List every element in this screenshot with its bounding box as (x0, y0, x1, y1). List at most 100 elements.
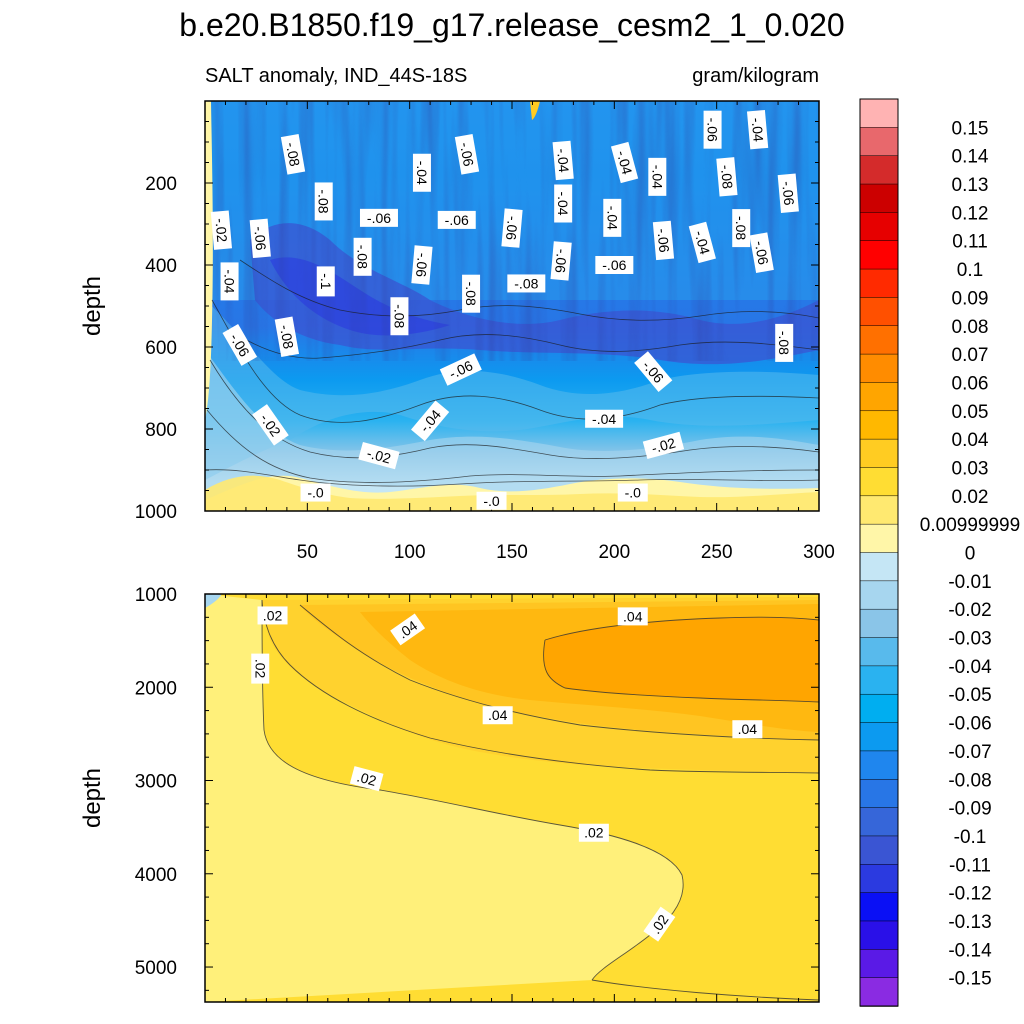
colorbar-swatch (859, 410, 899, 440)
contour-label: .02 (349, 766, 384, 792)
y-tick-label: 4000 (135, 865, 177, 886)
colorbar-swatch (859, 297, 899, 327)
colorbar-label: 0.12 (952, 203, 989, 224)
svg-text:-.08: -.08 (514, 275, 538, 291)
svg-text:-.0: -.0 (307, 485, 324, 501)
colorbar-label: 0.13 (952, 175, 989, 196)
contour-label: -.08 (274, 316, 300, 358)
y-tick-label: 5000 (135, 958, 177, 979)
svg-text:-.08: -.08 (733, 216, 749, 240)
colorbar-label: -0.1 (954, 827, 987, 848)
svg-text:-.04: -.04 (554, 148, 572, 174)
x-tick-label: 200 (598, 542, 630, 563)
svg-text:-.08: -.08 (277, 323, 297, 350)
colorbar-swatch (859, 949, 899, 979)
svg-text:-.02: -.02 (212, 217, 230, 243)
svg-text:-.06: -.06 (413, 252, 431, 278)
contour-label: -.06 (652, 220, 675, 261)
svg-text:-.08: -.08 (391, 304, 407, 328)
svg-text:.04: .04 (738, 721, 758, 737)
colorbar-swatch (859, 438, 899, 469)
contour-label: -.06 (439, 353, 482, 386)
colorbar-label: -0.11 (949, 855, 991, 876)
contour-label: -.04 (220, 262, 239, 301)
colorbar-label: -0.12 (948, 884, 991, 905)
x-tick-label: 250 (701, 542, 733, 563)
svg-text:-.06: -.06 (552, 248, 570, 274)
colorbar-swatch (859, 608, 899, 639)
svg-text:-.02: -.02 (650, 434, 678, 456)
colorbar-label: 0.00999999 (920, 515, 1020, 536)
colorbar-swatch (859, 127, 899, 157)
colorbar-label: -0.13 (948, 912, 991, 933)
colorbar-label: 0.03 (952, 458, 989, 479)
colorbar-label: 0.06 (952, 373, 989, 394)
contour-label: .02 (578, 823, 609, 842)
svg-text:-.04: -.04 (749, 117, 767, 143)
colorbar-swatch (859, 552, 899, 582)
contour-label: -.04 (554, 184, 573, 223)
contour-label: -.06 (249, 218, 271, 259)
contour-label: -.06 (703, 110, 722, 149)
colorbar-swatch (859, 892, 899, 922)
x-tick-label: 100 (394, 542, 426, 563)
contour-label: -.0 (617, 483, 648, 502)
svg-text:-.06: -.06 (602, 257, 626, 273)
upper-ticks: 50 100 150 200 250 300 200 400 600 800 1000 (135, 100, 835, 563)
chart-title: b.e20.B1850.f19_g17.release_cesm2_1_0.02… (179, 7, 844, 43)
colorbar-swatch (859, 325, 899, 355)
x-tick-label: 150 (496, 542, 528, 563)
svg-text:-.0: -.0 (483, 493, 500, 509)
colorbar-label: -0.04 (948, 657, 992, 678)
svg-text:-.04: -.04 (604, 206, 620, 230)
colorbar-label: -0.03 (948, 629, 991, 650)
colorbar-label: 0.04 (952, 430, 989, 451)
lower-ticks: 1000 2000 3000 4000 5000 (135, 585, 820, 1002)
colorbar-swatch (859, 382, 899, 412)
colorbar-swatch (859, 807, 899, 837)
svg-text:-.06: -.06 (251, 226, 269, 252)
svg-text:-.08: -.08 (283, 141, 303, 168)
y-tick-label: 800 (145, 420, 177, 441)
colorbar-swatch (859, 580, 899, 610)
contour-label: -.02 (358, 442, 400, 470)
contour-label: -.04 (603, 198, 622, 237)
x-tick-label: 300 (803, 542, 835, 563)
svg-text:-.0: -.0 (625, 485, 642, 501)
svg-text:-.08: -.08 (316, 189, 332, 213)
contour-label: -.08 (507, 274, 546, 293)
colorbar-swatch (859, 155, 899, 185)
colorbar-label: 0.07 (952, 345, 989, 366)
colorbar-swatch (859, 495, 899, 525)
y-tick-label: 3000 (135, 772, 177, 793)
colorbar-label: -0.09 (948, 799, 991, 820)
contour-label: -.08 (390, 297, 409, 336)
svg-text:-.04: -.04 (414, 161, 430, 185)
contour-label: -.08 (314, 182, 333, 221)
svg-text:.02: .02 (584, 825, 604, 841)
contour-label: -.04 (688, 221, 716, 264)
right-string: gram/kilogram (692, 65, 819, 87)
colorbar-label: 0 (965, 544, 976, 565)
svg-text:-.06: -.06 (503, 215, 521, 241)
contour-label: -.06 (454, 134, 480, 175)
svg-text:-.08: -.08 (718, 164, 736, 190)
contour-label: -.04 (648, 157, 667, 196)
contour-label: -.1 (316, 266, 335, 297)
svg-text:-.08: -.08 (463, 282, 479, 306)
colorbar-label: 0.14 (952, 147, 989, 168)
y-tick-label: 1000 (135, 585, 177, 606)
contour-label: -.06 (359, 208, 398, 227)
x-tick-label: 50 (297, 542, 318, 563)
colorbar-swatch (859, 693, 899, 724)
colorbar-swatch (859, 637, 899, 667)
colorbar-label: -0.02 (948, 600, 991, 621)
y-tick-label: 1000 (135, 502, 177, 523)
contour-label: -.04 (746, 109, 769, 150)
colorbar-swatch (859, 98, 899, 129)
svg-text:.02: .02 (355, 768, 378, 789)
lower-contour-labels: .02.02.04.04.04.04.02.02.02 (251, 606, 763, 942)
colorbar-swatch (859, 920, 899, 951)
contour-label: -.08 (280, 134, 306, 175)
contour-label: -.04 (610, 141, 639, 184)
